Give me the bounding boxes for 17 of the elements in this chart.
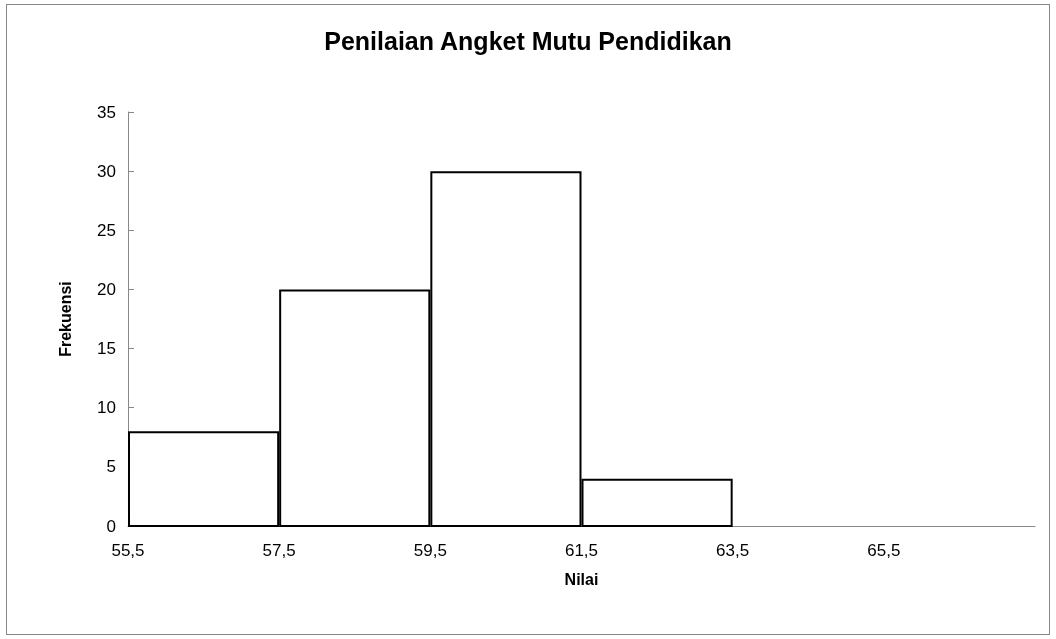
x-tick-label: 55,5 <box>111 541 145 560</box>
x-tick-label: 63,5 <box>716 541 750 560</box>
y-tick-label: 35 <box>97 102 116 122</box>
x-axis-title: Nilai <box>564 570 599 588</box>
x-tick-label: 59,5 <box>413 541 447 560</box>
x-tick-label: 65,5 <box>867 541 901 560</box>
y-tick-label: 0 <box>106 516 116 536</box>
y-tick-label: 30 <box>97 161 116 181</box>
y-tick-label: 10 <box>97 398 116 418</box>
x-tick-label: 57,5 <box>262 541 296 560</box>
y-tick-label: 5 <box>106 457 116 477</box>
x-tick-label: 61,5 <box>564 541 599 560</box>
chart-title: Penilaian Angket Mutu Pendidikan <box>324 26 732 55</box>
y-tick-label: 15 <box>97 339 116 359</box>
y-tick-label: 25 <box>97 220 116 240</box>
y-tick-label: 20 <box>97 279 116 299</box>
y-axis-title: Frekuensi <box>56 281 74 357</box>
